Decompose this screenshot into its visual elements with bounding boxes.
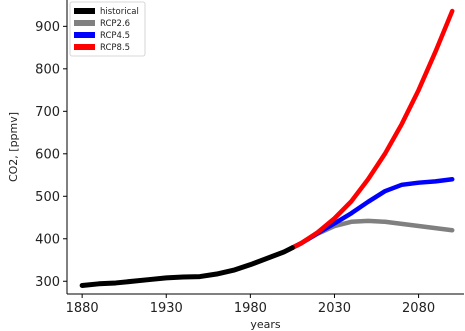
x-tick-label: 1930 — [150, 301, 183, 316]
y-axis-title: CO2, [ppmv] — [7, 112, 20, 182]
y-tick-label: 900 — [35, 20, 60, 35]
x-tick-label: 2080 — [402, 301, 435, 316]
legend-label-historical: historical — [100, 7, 139, 17]
y-tick-label: 400 — [35, 232, 60, 247]
y-tick-label: 700 — [35, 105, 60, 120]
x-tick-label: 2030 — [318, 301, 351, 316]
x-tick-label: 1980 — [234, 301, 267, 316]
legend-label-rcp2-6: RCP2.6 — [100, 19, 130, 29]
series-line-historical — [79, 245, 295, 288]
series-line-rcp4-5 — [290, 177, 455, 250]
legend-label-rcp4-5: RCP4.5 — [100, 31, 130, 41]
y-tick-label: 800 — [35, 62, 60, 77]
y-tick-label: 600 — [35, 147, 60, 162]
y-tick-label: 300 — [35, 275, 60, 290]
y-tick-label: 500 — [35, 190, 60, 205]
x-axis-title: years — [250, 318, 281, 331]
legend-label-rcp8-5: RCP8.5 — [100, 43, 130, 53]
series-line-rcp8-5 — [290, 8, 455, 250]
x-tick-label: 1880 — [66, 301, 99, 316]
legend-box — [69, 1, 146, 57]
